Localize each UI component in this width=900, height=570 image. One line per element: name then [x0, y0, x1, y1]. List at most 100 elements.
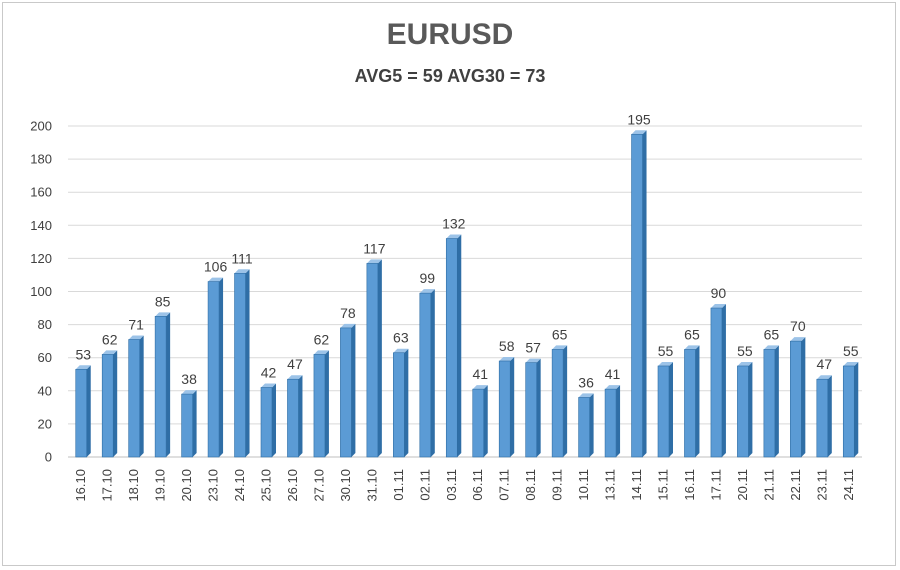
bar [498, 360, 511, 458]
bar-top [472, 385, 488, 390]
bar [128, 339, 140, 458]
x-tick-label: 31.10 [364, 469, 379, 502]
bar-top [419, 289, 435, 294]
bar [551, 349, 564, 458]
x-tick-label: 08.11 [523, 469, 538, 501]
bar-side [245, 269, 250, 457]
data-label: 36 [578, 374, 594, 390]
bar-group [181, 390, 197, 458]
bar [207, 281, 220, 458]
bar-group [604, 385, 621, 458]
bar-top [261, 383, 276, 388]
x-tick-label: 10.11 [576, 469, 591, 501]
y-tick-label: 0 [45, 450, 52, 465]
data-label: 42 [261, 364, 277, 380]
bar-group [154, 312, 171, 458]
bar-top [578, 393, 594, 398]
bar-group [445, 234, 462, 458]
bar-side [563, 345, 568, 457]
bar-side [139, 335, 144, 457]
data-label: 53 [75, 346, 91, 362]
bar-top [446, 234, 462, 239]
bar [313, 354, 326, 458]
x-tick-label: 30.10 [338, 469, 353, 502]
bar [366, 263, 379, 458]
data-label: 65 [764, 326, 780, 342]
data-label: 38 [181, 371, 197, 387]
bar-group [737, 361, 753, 458]
data-label: 71 [128, 316, 144, 332]
y-tick-label: 160 [30, 185, 52, 200]
bar-group [578, 393, 594, 458]
bar-group [313, 350, 329, 458]
bar-side [589, 393, 594, 457]
data-label: 65 [552, 326, 568, 342]
bar-top [552, 345, 568, 350]
bar-group [260, 383, 276, 458]
bar-group [631, 130, 647, 458]
bar-group [101, 350, 118, 458]
chart-title: EURUSD [386, 18, 514, 51]
bar-group [790, 337, 806, 458]
x-tick-label: 22.11 [788, 469, 803, 501]
x-tick-label: 06.11 [470, 469, 485, 501]
bar-side [801, 337, 806, 457]
x-tick-label: 13.11 [603, 469, 618, 501]
bar-top [102, 350, 118, 355]
bar [419, 292, 432, 458]
bar-side [430, 289, 435, 457]
bar [842, 365, 855, 458]
x-tick-label: 25.10 [259, 469, 274, 502]
bar [684, 349, 696, 458]
bar [790, 340, 802, 458]
bar-side [536, 358, 541, 457]
data-label: 78 [340, 305, 356, 321]
y-tick-label: 140 [30, 218, 52, 233]
x-tick-label: 20.10 [179, 469, 194, 502]
bar-side [510, 357, 515, 457]
data-label: 58 [499, 338, 515, 354]
y-tick-label: 20 [38, 416, 52, 431]
x-tick-label: 20.11 [735, 469, 750, 501]
bar [260, 387, 273, 458]
bar [393, 352, 405, 458]
bar [525, 362, 537, 458]
bar-side [166, 312, 171, 457]
data-label: 111 [231, 250, 252, 266]
bar-side [219, 277, 224, 457]
y-tick-label: 60 [38, 350, 52, 365]
x-tick-label: 17.10 [100, 469, 115, 502]
bar-side [86, 365, 91, 457]
bar-top [605, 385, 621, 390]
bar-top [313, 350, 329, 355]
data-label: 195 [627, 111, 651, 127]
bar-side [748, 361, 753, 457]
data-label: 90 [711, 285, 727, 301]
bar-group [75, 365, 91, 458]
x-tick-label: 18.10 [126, 469, 141, 502]
x-tick-label: 23.10 [206, 469, 221, 502]
bar [737, 365, 749, 458]
bar [181, 393, 193, 458]
bar [604, 388, 617, 458]
bar-top [710, 304, 726, 309]
bar-group [366, 259, 382, 458]
bar-group [710, 304, 726, 458]
bar-top [816, 375, 832, 380]
x-tick-label: 24.11 [841, 469, 856, 501]
data-label: 99 [420, 270, 436, 286]
bar-group [340, 323, 356, 458]
data-label: 85 [155, 293, 171, 309]
data-label: 55 [658, 343, 674, 359]
bar-side [272, 383, 276, 457]
bar-side [483, 385, 488, 457]
x-tick-label: 15.11 [656, 469, 671, 501]
bar-top [208, 277, 224, 282]
data-label: 106 [204, 259, 228, 275]
bar-side [113, 350, 118, 457]
data-label: 55 [843, 343, 859, 359]
chart-subtitle: AVG5 = 59 AVG30 = 73 [354, 66, 546, 86]
bar-top [340, 323, 356, 328]
x-tick-label: 19.10 [153, 469, 168, 502]
bar-group [234, 269, 250, 458]
